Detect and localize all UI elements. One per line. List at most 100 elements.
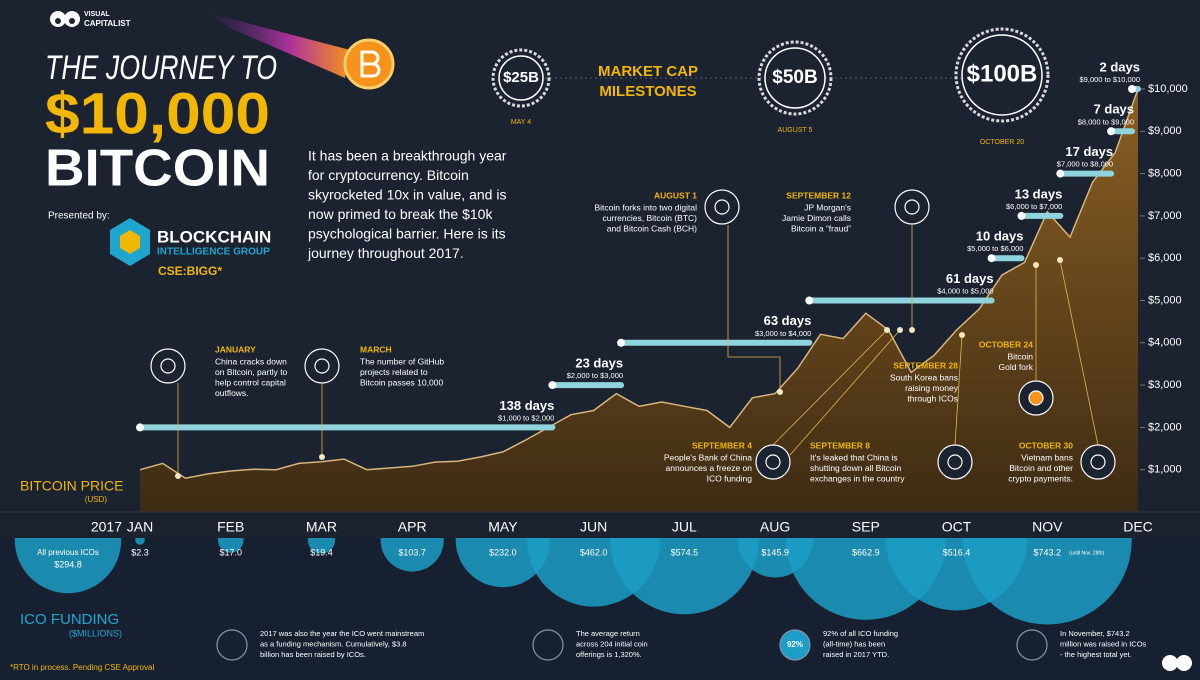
milestone-start bbox=[805, 296, 814, 305]
brand: CAPITALIST bbox=[84, 19, 131, 28]
event-text: Bitcoin forks into two digital bbox=[594, 202, 697, 212]
event-title: SEPTEMBER 8 bbox=[810, 440, 870, 450]
milestone-date: OCTOBER 20 bbox=[980, 139, 1024, 146]
event-point bbox=[959, 332, 965, 338]
laurel bbox=[954, 27, 1050, 123]
event-text: ICO funding bbox=[707, 473, 753, 483]
milestone-badge bbox=[961, 34, 1043, 116]
y-tick-label: $7,000 bbox=[1148, 210, 1182, 222]
ico-note: (until Nov. 28th) bbox=[1069, 550, 1104, 556]
event-title: OCTOBER 30 bbox=[1019, 440, 1073, 450]
milestone-start bbox=[987, 254, 996, 263]
ico-value: $2.3 bbox=[131, 547, 149, 557]
ico-bubble bbox=[307, 538, 336, 554]
ico-bubble bbox=[217, 538, 244, 553]
price-area bbox=[140, 89, 1138, 512]
y-tick-label: $4,000 bbox=[1148, 337, 1182, 349]
milestone-days: 63 days bbox=[764, 313, 812, 328]
milestone-range: $5,000 to $6,000 bbox=[967, 244, 1023, 253]
ticker: CSE:BIGG* bbox=[158, 264, 222, 278]
fact-text: million was raised in ICOs bbox=[1060, 639, 1147, 648]
y-tick-label: $1,000 bbox=[1148, 464, 1182, 476]
event-text: and Bitcoin Cash (BCH) bbox=[607, 223, 697, 233]
event-icon-glyph bbox=[765, 454, 781, 470]
milestone-date: MAY 4 bbox=[511, 119, 531, 126]
x-tick-label: MAY bbox=[488, 519, 518, 535]
sponsor-logo bbox=[110, 218, 150, 266]
event-icon bbox=[894, 189, 930, 225]
footnote: *RTO in process. Pending CSE Approval bbox=[10, 663, 154, 672]
x-tick-label: JUN bbox=[580, 519, 607, 535]
event-icon bbox=[704, 189, 740, 225]
milestone-range: $7,000 to $8,000 bbox=[1057, 160, 1113, 169]
event-text: raising money bbox=[905, 383, 959, 393]
milestone-start bbox=[1107, 127, 1116, 136]
intro: It has been a breakthrough year for crypt… bbox=[307, 148, 507, 262]
milestone-days: 7 days bbox=[1094, 102, 1134, 117]
intro-line: skyrocketed 10x in value, and is bbox=[308, 187, 506, 203]
ico-value: $145.9 bbox=[761, 547, 789, 557]
intro-line: journey throughout 2017. bbox=[307, 245, 464, 261]
fact-text: offerings is 1,320%. bbox=[576, 650, 642, 659]
sponsor: INTELLIGENCE GROUP bbox=[157, 247, 270, 258]
brand-logo bbox=[50, 11, 80, 27]
coin-glyph bbox=[360, 50, 381, 78]
event-point bbox=[319, 454, 325, 460]
brand: VISUAL bbox=[84, 11, 110, 18]
callout-line bbox=[954, 334, 963, 446]
x-tick-label: SEP bbox=[852, 519, 880, 535]
event-icon-glyph bbox=[1028, 390, 1044, 406]
event-text: Gold fork bbox=[999, 362, 1034, 372]
event-text: outflows. bbox=[215, 388, 249, 398]
ico-value: $743.2 bbox=[1034, 547, 1062, 557]
event-title: SEPTEMBER 12 bbox=[786, 190, 851, 200]
event-text: help control capital bbox=[215, 377, 286, 387]
laurel bbox=[757, 40, 833, 116]
callout-line bbox=[789, 329, 901, 456]
ico-bubbles bbox=[14, 538, 1132, 625]
milestone-range: $2,000 to $3,000 bbox=[567, 371, 623, 380]
event-point bbox=[1033, 262, 1039, 268]
event-text: It's leaked that China is bbox=[810, 452, 898, 462]
ico-value: $232.0 bbox=[489, 547, 517, 557]
intro-line: now primed to break the $10k bbox=[308, 206, 493, 222]
milestone-label: $100B bbox=[967, 60, 1038, 87]
event-text: exchanges in the country bbox=[810, 473, 905, 483]
ico-category: All previous ICOs bbox=[37, 548, 99, 557]
y-tick-label: $2,000 bbox=[1148, 421, 1182, 433]
x-tick-label: APR bbox=[398, 519, 427, 535]
market-cap-title: MARKET CAP bbox=[598, 63, 698, 80]
milestone-start bbox=[548, 381, 557, 390]
milestone-days: 2 days bbox=[1100, 59, 1140, 74]
event-text: announces a freeze on bbox=[666, 463, 753, 473]
milestone-start bbox=[1056, 169, 1065, 178]
milestone-start bbox=[136, 423, 144, 432]
event-title: MARCH bbox=[360, 344, 392, 354]
ico-bubble bbox=[135, 538, 145, 545]
event-text: Bitcoin a “fraud” bbox=[791, 223, 851, 233]
event-title: JANUARY bbox=[215, 344, 256, 354]
ico-value: $17.0 bbox=[219, 547, 242, 557]
ico-value: $462.0 bbox=[580, 547, 608, 557]
milestone-range: $4,000 to $5,000 bbox=[937, 286, 993, 295]
callout-line bbox=[772, 329, 888, 446]
event-text: JP Morgan's bbox=[804, 202, 851, 212]
x-tick-label: DEC bbox=[1123, 519, 1153, 535]
milestone-date: AUGUST 5 bbox=[778, 127, 813, 134]
event-icon-glyph bbox=[160, 358, 176, 374]
x-tick-label: AUG bbox=[760, 519, 790, 535]
milestone-range: $9,000 to $10,000 bbox=[1080, 75, 1140, 84]
presented-by: Presented by: bbox=[48, 211, 110, 222]
comet-trail bbox=[205, 12, 350, 78]
footer-logo bbox=[1162, 655, 1192, 671]
y-tick-label: $9,000 bbox=[1148, 125, 1182, 137]
event-point bbox=[1057, 257, 1063, 263]
fact-text: raised in 2017 YTD. bbox=[823, 650, 889, 659]
ico-value: $294.8 bbox=[54, 559, 82, 569]
y-tick-label: $6,000 bbox=[1148, 252, 1182, 264]
event-title: AUGUST 1 bbox=[654, 190, 697, 200]
title: THE JOURNEY TO bbox=[45, 49, 277, 87]
event-icon-glyph bbox=[314, 358, 330, 374]
chart-subtitle: ($MILLIONS) bbox=[69, 628, 122, 638]
